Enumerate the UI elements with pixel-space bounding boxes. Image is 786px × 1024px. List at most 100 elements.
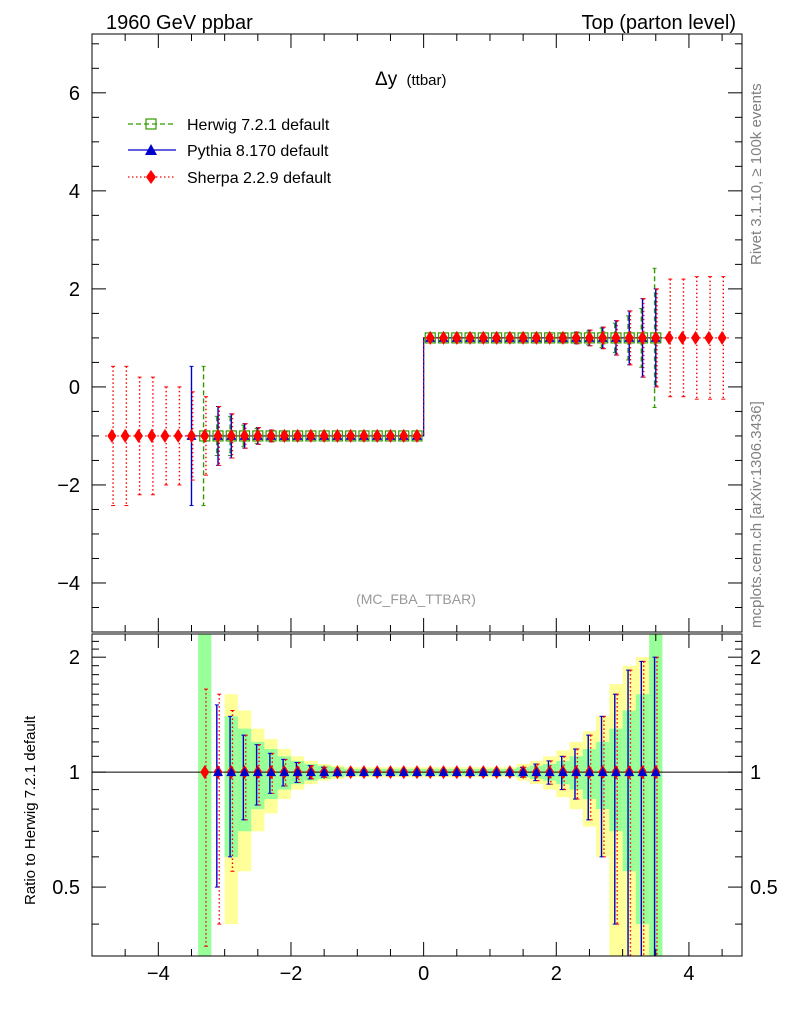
ratio-marker bbox=[358, 767, 369, 777]
ratio-marker bbox=[451, 767, 462, 777]
ratio-tick-label-right: 0.5 bbox=[750, 877, 778, 899]
ratio-marker bbox=[544, 767, 555, 777]
marker-point bbox=[492, 330, 502, 345]
ratio-marker bbox=[279, 767, 290, 777]
ratio-marker bbox=[332, 767, 343, 777]
marker-point bbox=[200, 428, 210, 443]
marker-point bbox=[638, 330, 648, 345]
ratio-ylabel: Ratio to Herwig 7.2.1 default bbox=[22, 715, 39, 905]
header-right: Top (parton level) bbox=[581, 12, 736, 34]
ratio-marker bbox=[292, 767, 303, 777]
ratio-marker bbox=[597, 767, 608, 777]
marker-point bbox=[478, 330, 488, 345]
ratio-marker bbox=[504, 767, 515, 777]
ratio-marker bbox=[266, 767, 277, 777]
y-tick-label: −4 bbox=[57, 573, 80, 595]
ratio-marker bbox=[531, 767, 542, 777]
marker-point bbox=[293, 428, 303, 443]
marker-point bbox=[598, 330, 608, 345]
ratio-marker bbox=[398, 767, 409, 777]
ratio-marker bbox=[637, 767, 648, 777]
ratio-marker bbox=[491, 767, 502, 777]
legend-pythia-label: Pythia 8.170 default bbox=[187, 143, 329, 160]
ratio-marker bbox=[305, 767, 316, 777]
ratio-band-stat bbox=[649, 634, 663, 956]
ratio-marker bbox=[624, 767, 635, 777]
series-line bbox=[198, 337, 663, 437]
legend-sherpa-label: Sherpa 2.2.9 default bbox=[187, 170, 332, 187]
ratio-marker bbox=[372, 767, 383, 777]
header-left: 1960 GeV ppbar bbox=[106, 12, 253, 34]
marker-point bbox=[425, 330, 435, 345]
marker-point bbox=[624, 330, 634, 345]
chart-title-main: Δy bbox=[375, 69, 398, 90]
marker-point bbox=[147, 428, 157, 443]
ratio-marker bbox=[478, 767, 489, 777]
marker-point bbox=[611, 330, 621, 345]
ratio-band-stat bbox=[198, 634, 212, 956]
ratio-tick-label-right: 2 bbox=[750, 647, 761, 669]
ratio-band-stat bbox=[224, 716, 238, 857]
main-panel bbox=[91, 33, 743, 633]
legend-herwig: Herwig 7.2.1 default bbox=[128, 117, 330, 134]
ratio-tick-label: 1 bbox=[69, 762, 80, 784]
rivet-label: Rivet 3.1.10, ≥ 100k events bbox=[748, 83, 765, 265]
ratio-band-stat bbox=[609, 728, 623, 832]
ratio-tick-label: 0.5 bbox=[52, 877, 80, 899]
ratio-tick-label-right: 1 bbox=[750, 762, 761, 784]
marker-point bbox=[558, 330, 568, 345]
marker-point bbox=[465, 330, 475, 345]
x-tick-label: −4 bbox=[147, 963, 170, 985]
marker-point bbox=[359, 428, 369, 443]
marker-point bbox=[518, 330, 528, 345]
ratio-band-stat bbox=[635, 694, 650, 925]
y-tick-label: 0 bbox=[69, 377, 80, 399]
marker-point bbox=[691, 330, 701, 345]
marker-point bbox=[133, 428, 143, 443]
marker-point bbox=[107, 428, 117, 443]
ratio-marker bbox=[412, 767, 422, 777]
ratio-frame bbox=[91, 633, 743, 957]
ratio-panel bbox=[91, 633, 743, 957]
ratio-marker bbox=[239, 767, 250, 777]
marker-point bbox=[213, 428, 223, 443]
marker-point bbox=[399, 428, 409, 443]
y-tick-label: 6 bbox=[69, 83, 80, 105]
marker-point bbox=[452, 330, 462, 345]
marker-point bbox=[651, 330, 661, 345]
y-tick-label: 4 bbox=[69, 181, 80, 203]
ratio-marker bbox=[213, 767, 224, 777]
marker-point bbox=[531, 330, 541, 345]
marker-point bbox=[584, 330, 594, 345]
marker-point bbox=[664, 330, 674, 345]
marker-point bbox=[704, 330, 714, 345]
ratio-marker bbox=[345, 767, 356, 777]
marker-point bbox=[319, 428, 329, 443]
marker-point bbox=[346, 428, 356, 443]
marker-point bbox=[332, 428, 342, 443]
ratio-marker bbox=[200, 765, 210, 780]
ratio-marker bbox=[319, 767, 330, 777]
marker-point bbox=[186, 428, 196, 443]
marker-point bbox=[173, 428, 183, 443]
marker-point bbox=[505, 330, 515, 345]
legend-sherpa: Sherpa 2.2.9 default bbox=[128, 170, 332, 187]
ratio-marker bbox=[584, 767, 595, 777]
ratio-tick-label: 2 bbox=[69, 647, 80, 669]
mcplots-label: mcplots.cern.ch [arXiv:1306.3436] bbox=[748, 401, 765, 628]
marker-point bbox=[439, 330, 449, 345]
marker-point bbox=[240, 428, 250, 443]
ratio-marker bbox=[610, 767, 621, 777]
y-tick-label: 2 bbox=[69, 279, 80, 301]
ratio-marker bbox=[557, 767, 568, 777]
marker-point bbox=[545, 330, 555, 345]
ratio-marker bbox=[438, 767, 449, 777]
marker-point bbox=[306, 428, 316, 443]
marker-point bbox=[717, 330, 727, 345]
legend-herwig-label: Herwig 7.2.1 default bbox=[187, 117, 330, 134]
ratio-band-stat bbox=[237, 728, 252, 832]
ratio-marker bbox=[252, 767, 263, 777]
marker-point bbox=[266, 428, 276, 443]
ratio-marker bbox=[465, 767, 476, 777]
marker-point bbox=[412, 428, 422, 443]
